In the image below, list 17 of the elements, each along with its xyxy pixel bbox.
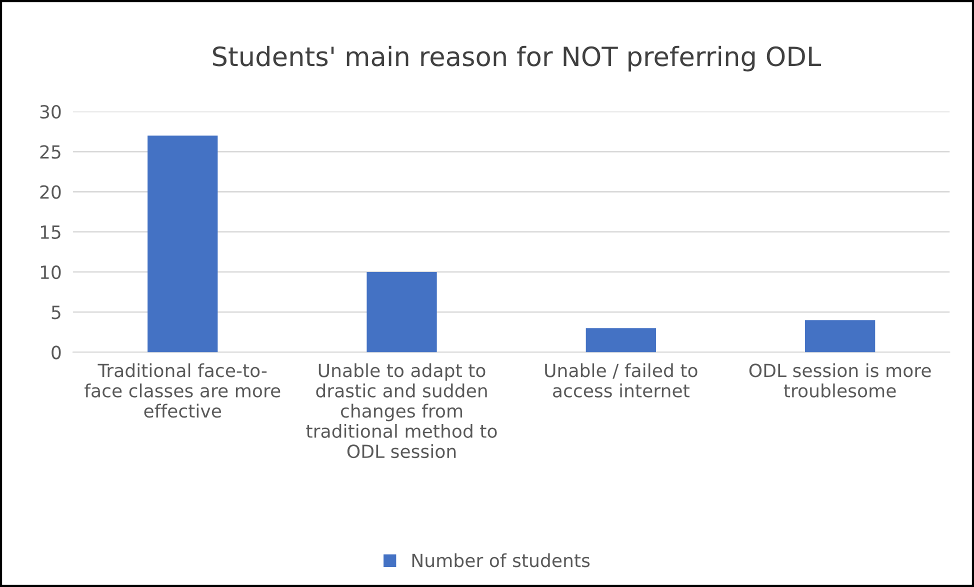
bar [148,136,218,352]
y-tick-label: 20 [40,185,61,199]
x-tick-label: ODL session is more troublesome [749,363,931,398]
y-tick-label: 15 [40,226,60,239]
y-tick-label: 0 [52,346,61,360]
y-tick-label: 5 [52,306,60,320]
bar [586,328,656,352]
y-tick-label: 10 [40,265,61,280]
bar [366,272,437,352]
x-tick-label: Traditional face-to- face classes are more effective [84,363,280,418]
y-tick-label: 25 [40,145,60,159]
x-tick-label: Unable to adapt to drastic and sudden changes from traditional method to ODL session [306,363,497,458]
y-tick-label: 30 [40,104,61,119]
chart-title: Students' main reason for NOT preferring ODL [212,46,822,72]
bar [805,320,876,352]
legend-label: Number of students [412,553,590,568]
x-tick-label: Unable / failed to access internet [545,363,698,398]
